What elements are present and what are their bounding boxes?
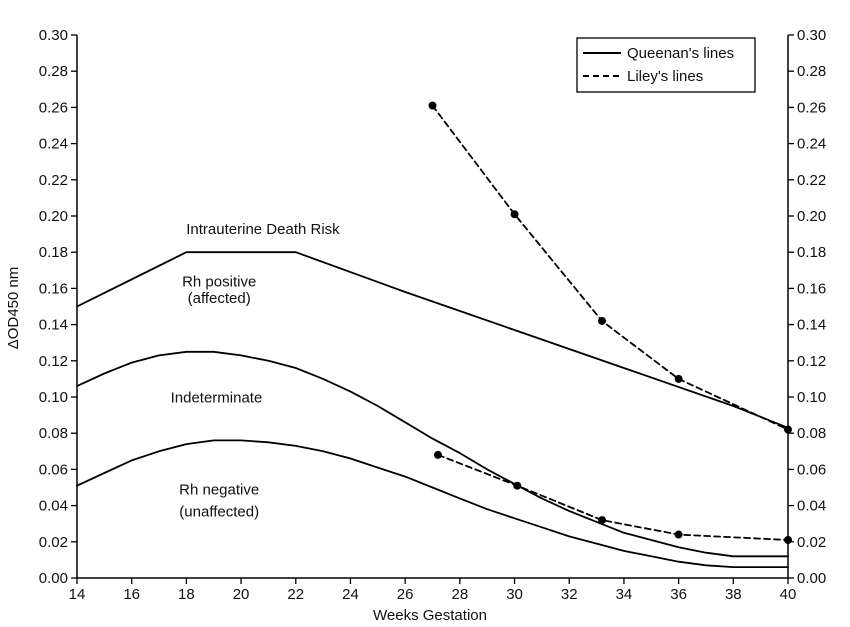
legend-box bbox=[576, 37, 756, 93]
y-tick-label-left: 0.30 bbox=[39, 27, 68, 44]
y-tick-label-right: 0.00 bbox=[797, 570, 826, 587]
y-tick-label-left: 0.18 bbox=[39, 244, 68, 261]
x-tick-label: 36 bbox=[670, 586, 687, 603]
x-axis-title: Weeks Gestation bbox=[373, 607, 487, 624]
y-tick-label-right: 0.22 bbox=[797, 172, 826, 189]
y-tick-label-right: 0.02 bbox=[797, 534, 826, 551]
x-tick-label: 24 bbox=[342, 586, 359, 603]
y-tick-label-left: 0.26 bbox=[39, 99, 68, 116]
x-tick-label: 14 bbox=[69, 586, 86, 603]
zone-label: Rh negative bbox=[179, 482, 259, 499]
zone-label: (affected) bbox=[188, 290, 251, 307]
legend-label-queenan: Queenan's lines bbox=[627, 45, 734, 62]
x-tick-label: 28 bbox=[452, 586, 469, 603]
x-tick-label: 20 bbox=[233, 586, 250, 603]
y-tick-label-left: 0.12 bbox=[39, 353, 68, 370]
legend-label-liley: Liley's lines bbox=[627, 68, 703, 85]
x-tick-label: 40 bbox=[780, 586, 797, 603]
x-tick-label: 22 bbox=[287, 586, 304, 603]
y-tick-label-left: 0.06 bbox=[39, 461, 68, 478]
liley-line-3 bbox=[431, 104, 789, 431]
zone-label: Rh positive bbox=[182, 274, 256, 291]
y-tick-label-right: 0.10 bbox=[797, 389, 826, 406]
y-tick-label-right: 0.28 bbox=[797, 63, 826, 80]
liley-point bbox=[433, 450, 442, 459]
x-tick-label: 18 bbox=[178, 586, 195, 603]
y-tick-label-left: 0.22 bbox=[39, 172, 68, 189]
liley-point bbox=[784, 425, 792, 434]
y-ticks-right: 0.00 0.02 0.04 0.06 0.08 0.10 0.12 0.14 0.16 0.18… bbox=[788, 27, 826, 587]
liley-point bbox=[784, 535, 792, 544]
y-tick-label-left: 0.14 bbox=[39, 317, 68, 334]
y-tick-label-right: 0.18 bbox=[797, 244, 826, 261]
y-tick-label-right: 0.04 bbox=[797, 498, 826, 515]
y-tick-label-left: 0.00 bbox=[39, 570, 68, 587]
y-tick-label-left: 0.04 bbox=[39, 498, 68, 515]
y-tick-label-left: 0.02 bbox=[39, 534, 68, 551]
x-tick-label: 32 bbox=[561, 586, 578, 603]
y-tick-label-left: 0.16 bbox=[39, 280, 68, 297]
liley-point bbox=[428, 101, 437, 110]
y-tick-label-right: 0.30 bbox=[797, 27, 826, 44]
legend: Queenan's lines Liley's lines bbox=[576, 37, 756, 93]
liley-point bbox=[513, 481, 522, 490]
zone-label: Indeterminate bbox=[171, 389, 263, 406]
series-layer bbox=[76, 101, 792, 568]
queenan-line-2 bbox=[76, 439, 789, 568]
liley-point bbox=[510, 210, 519, 219]
queenan-line-1 bbox=[76, 350, 789, 558]
liley-point bbox=[674, 374, 683, 383]
y-tick-label-left: 0.10 bbox=[39, 389, 68, 406]
liley-point bbox=[598, 316, 607, 325]
y-tick-label-right: 0.08 bbox=[797, 425, 826, 442]
x-tick-label: 38 bbox=[725, 586, 742, 603]
y-tick-label-left: 0.08 bbox=[39, 425, 68, 442]
x-tick-label: 30 bbox=[506, 586, 523, 603]
y-tick-label-right: 0.20 bbox=[797, 208, 826, 225]
y-tick-label-left: 0.20 bbox=[39, 208, 68, 225]
y-tick-label-left: 0.24 bbox=[39, 136, 68, 153]
annotations-layer: Intrauterine Death Risk Rh positive(affec… bbox=[171, 221, 341, 520]
y-tick-label-right: 0.14 bbox=[797, 317, 826, 334]
y-tick-label-right: 0.26 bbox=[797, 99, 826, 116]
y-ticks-left: 0.00 0.02 0.04 0.06 0.08 0.10 0.12 0.14 0.16 0.18… bbox=[39, 27, 77, 587]
liley-line-4 bbox=[437, 454, 789, 541]
y-axis-title: ΔOD450 nm bbox=[5, 267, 22, 350]
liley-point bbox=[674, 530, 683, 539]
x-tick-label: 16 bbox=[123, 586, 140, 603]
x-tick-label: 34 bbox=[616, 586, 633, 603]
queenan-line-0 bbox=[76, 251, 789, 429]
y-tick-label-right: 0.12 bbox=[797, 353, 826, 370]
y-tick-label-right: 0.24 bbox=[797, 136, 826, 153]
y-tick-label-right: 0.16 bbox=[797, 280, 826, 297]
x-tick-label: 26 bbox=[397, 586, 414, 603]
liley-point bbox=[598, 516, 607, 525]
zone-label: Intrauterine Death Risk bbox=[186, 221, 340, 238]
zone-label: (unaffected) bbox=[179, 503, 259, 520]
y-tick-label-right: 0.06 bbox=[797, 461, 826, 478]
x-ticks: 14 16 18 20 22 24 26 28 30 32 34 36 38 40 bbox=[69, 578, 797, 603]
y-tick-label-left: 0.28 bbox=[39, 63, 68, 80]
